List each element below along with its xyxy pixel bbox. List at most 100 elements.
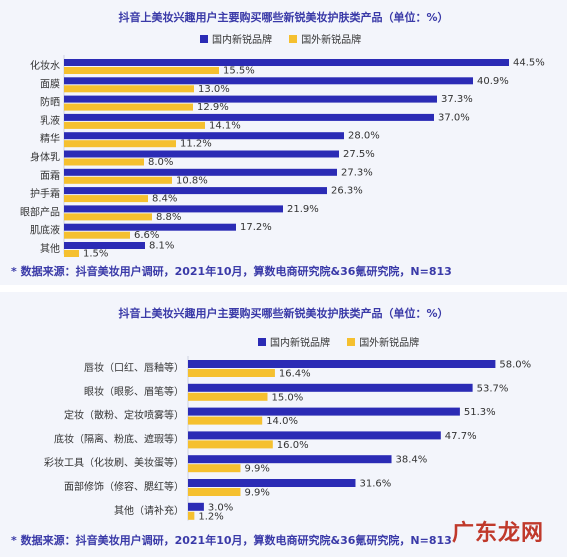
bar-domestic [64,132,344,140]
data-label-foreign: 10.8% [176,175,208,186]
bar-domestic [64,113,434,121]
legend-label-foreign: 国外新锐品牌 [301,35,362,46]
bar-foreign [188,464,241,473]
legend-label-foreign: 国外新锐品牌 [359,338,420,349]
bar-foreign [64,250,79,257]
category-label: 面膜 [40,78,60,90]
bar-foreign [64,231,130,239]
data-label-foreign: 1.2% [198,511,223,522]
data-label-foreign: 14.0% [266,416,298,427]
data-source-note: * 数据来源：抖音美妆用户调研，2021年10月，算数电商研究院&36氪研究院，… [11,265,452,278]
bar-foreign [188,440,273,449]
legend-item-domestic: 国内新锐品牌 [258,334,330,349]
legend-label-domestic: 国内新锐品牌 [212,35,272,46]
data-source-note: * 数据来源：抖音美妆用户调研，2021年10月，算数电商研究院&36氪研究院，… [11,534,452,547]
bar-domestic [64,150,339,158]
data-label-foreign: 16.0% [277,440,309,451]
data-label-domestic: 8.1% [149,241,174,252]
bar-domestic [64,205,283,213]
bar-domestic [64,95,437,103]
bar-foreign [188,416,263,425]
bar-foreign [64,195,148,203]
bar-foreign [64,176,172,184]
legend-label-domestic: 国内新锐品牌 [270,338,330,349]
chart-panel-1: 抖音上美妆兴趣用户主要购买哪些新锐美妆护肤类产品（单位：%） 国内新锐品牌 国外… [0,0,567,285]
data-label-foreign: 16.4% [279,369,311,380]
bar-chart-2: 唇妆（口红、唇釉等） 58.0% 16.4% 眼妆（眼影、眉笔等） 53.7% 15.0%… [44,356,531,522]
category-label: 眼妆（眼影、眉笔等） [84,385,184,398]
data-label-foreign: 8.0% [148,157,173,168]
data-label-domestic: 38.4% [396,455,428,466]
legend-swatch-domestic [258,338,266,346]
bar-domestic [64,242,145,249]
bar-chart-1: 化妆水 44.5% 15.5% 面膜 40.9% 13.0% 防晒 37.3% 12.9% 乳液 3… [20,55,545,260]
data-label-domestic: 27.3% [341,167,373,178]
category-label: 乳液 [40,114,60,127]
data-label-foreign: 14.1% [209,120,241,131]
bar-domestic [64,187,327,195]
category-label: 彩妆工具（化妆刷、美妆蛋等） [44,456,184,469]
bar-foreign [188,392,268,401]
bar-domestic [188,383,473,392]
bar-foreign [64,213,152,221]
category-label: 面部修饰（修容、腮红等） [64,480,184,493]
data-label-domestic: 44.5% [513,58,545,69]
data-label-domestic: 21.9% [287,204,319,215]
category-label: 面霜 [40,170,60,182]
legend-item-foreign: 国外新锐品牌 [289,31,361,46]
chart-panel-2: 抖音上美妆兴趣用户主要购买哪些新锐美妆护肤类产品（单位：%） 国内新锐品牌 国外… [0,292,567,557]
data-label-foreign: 8.8% [156,212,181,223]
data-label-foreign: 15.0% [272,392,304,403]
bar-foreign [64,140,176,148]
category-label: 其他 [40,242,60,255]
category-label: 化妆水 [30,59,60,72]
data-label-foreign: 13.0% [198,84,230,95]
bar-domestic [64,77,473,85]
data-label-foreign: 12.9% [197,102,229,113]
category-label: 其他（请补充） [114,504,184,517]
chart-title: 抖音上美妆兴趣用户主要购买哪些新锐美妆护肤类产品（单位：%） [118,11,449,24]
legend-item-domestic: 国内新锐品牌 [200,31,272,46]
data-label-foreign: 11.2% [180,139,212,150]
data-label-domestic: 26.3% [331,186,363,197]
data-label-domestic: 40.9% [477,76,509,87]
legend-swatch-foreign [347,338,356,346]
chart-legend: 国内新锐品牌 国外新锐品牌 [258,334,433,349]
bar-domestic [64,168,337,176]
data-label-foreign: 6.6% [134,230,159,241]
category-label: 肌底液 [30,224,60,237]
bar-foreign [64,121,205,129]
legend-swatch-domestic [200,35,208,43]
data-label-foreign: 8.4% [152,194,177,205]
bar-foreign [64,85,194,93]
bar-domestic [64,223,236,231]
bar-domestic [188,431,441,440]
data-label-domestic: 17.2% [240,222,272,233]
data-label-domestic: 31.6% [359,479,391,490]
category-label: 底妆（隔离、粉底、遮瑕等） [54,432,184,445]
category-label: 身体乳 [30,151,60,164]
data-label-domestic: 28.0% [348,131,380,142]
watermark-text: 广东龙网 [452,521,545,546]
bar-foreign [64,103,193,111]
data-label-foreign: 15.5% [223,66,255,77]
category-label: 唇妆（口红、唇釉等） [84,361,184,374]
category-label: 精华 [40,132,60,145]
data-label-foreign: 9.9% [244,488,269,499]
data-label-domestic: 3.0% [208,502,233,513]
bar-foreign [188,488,241,496]
data-label-domestic: 47.7% [445,431,477,442]
bar-domestic [188,479,356,487]
data-label-foreign: 1.5% [83,249,108,260]
bar-foreign [188,369,275,377]
category-label: 护手霜 [30,187,60,200]
category-label: 定妆（散粉、定妆喷雾等） [64,409,184,422]
data-label-foreign: 9.9% [244,464,269,475]
bar-foreign [188,511,195,520]
bar-domestic [188,360,496,368]
data-label-domestic: 37.0% [438,112,470,123]
bar-domestic [64,59,509,66]
data-label-domestic: 58.0% [499,360,531,371]
bar-domestic [188,455,392,464]
data-label-domestic: 53.7% [477,383,509,394]
